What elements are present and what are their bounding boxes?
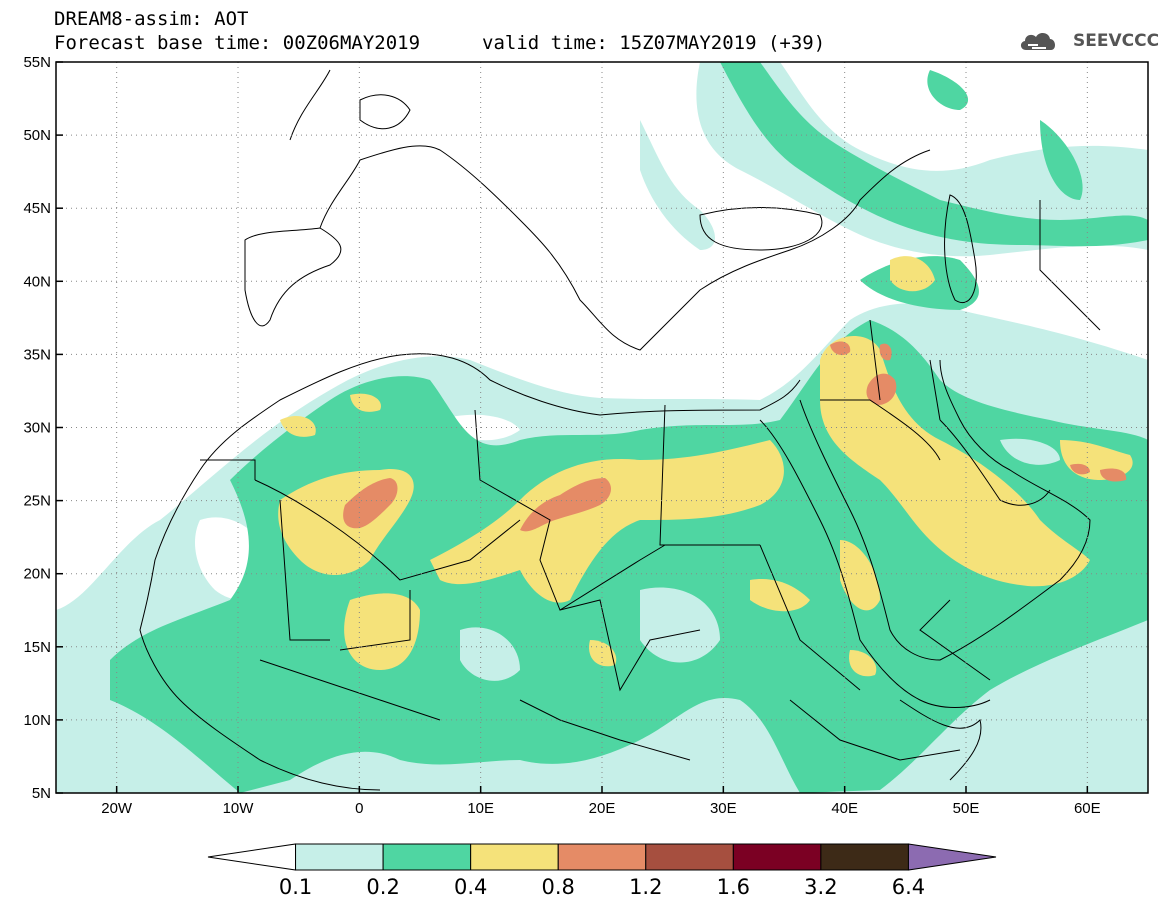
lon-tick-label: 20W [101,800,133,817]
colorbar-tick-label: 1.6 [717,875,750,899]
lat-tick-label: 55N [23,54,51,71]
colorbar-tick-label: 0.4 [454,875,487,899]
colorbar-tick-label: 6.4 [892,875,925,899]
map-title: DREAM8-assim: AOT [54,8,249,30]
lon-tick-label: 10E [467,800,494,817]
colorbar-segment [645,843,734,871]
aot-band-orange [343,341,1127,532]
lat-tick-label: 10N [23,712,51,729]
colorbar-tick-label: 0.2 [366,875,399,899]
lat-tick-label: 20N [23,566,51,583]
colorbar-segment [557,843,647,871]
lon-tick-label: 30E [710,800,737,817]
valid-time: valid time: 15Z07MAY2019 (+39) [482,32,826,54]
lat-tick-label: 15N [23,639,51,656]
colorbar-segment [382,843,472,871]
lon-tick-label: 40E [831,800,858,817]
lat-tick-label: 25N [23,493,51,510]
colorbar: 0.1 0.2 0.4 0.8 1.2 1.6 3.2 6.4 [207,843,997,899]
lat-tick-label: 40N [23,273,51,290]
lat-tick-label: 5N [32,785,51,802]
lon-tick-label: 60E [1074,800,1101,817]
lat-tick-label: 30N [23,420,51,437]
colorbar-tick-label: 0.1 [279,875,312,899]
lat-tick-label: 35N [23,346,51,363]
lon-tick-label: 50E [953,800,980,817]
colorbar-segment [207,843,297,871]
lat-lon-grid [56,61,1148,794]
coastlines [139,69,1101,791]
cloud-logo-icon [1020,33,1056,50]
lon-tick-label: 20E [589,800,616,817]
lon-axis: 20W 10W 0 10E 20E 30E 40E 50E 60E [101,786,1101,817]
colorbar-tick-label: 0.8 [542,875,575,899]
colorbar-segment [732,843,822,871]
colorbar-segment [470,843,559,871]
logo-text: SEEVCCC [1073,31,1160,51]
lat-tick-label: 45N [23,200,51,217]
aot-band-light-inner [460,438,1060,681]
lat-axis: 55N 50N 45N 40N 35N 30N 25N 20N 15N 10N 5N [23,54,63,802]
colorbar-tick-label: 3.2 [804,875,837,899]
colorbar-segment [907,843,997,871]
colorbar-tick-label: 1.2 [629,875,662,899]
colorbar-segment [820,843,909,871]
forecast-base-time: Forecast base time: 00Z06MAY2019 [54,32,421,54]
lon-tick-label: 10W [223,800,255,817]
colorbar-segment [295,843,384,871]
lat-tick-label: 50N [23,127,51,144]
lon-tick-label: 0 [355,800,363,817]
aot-shading [56,62,1148,793]
